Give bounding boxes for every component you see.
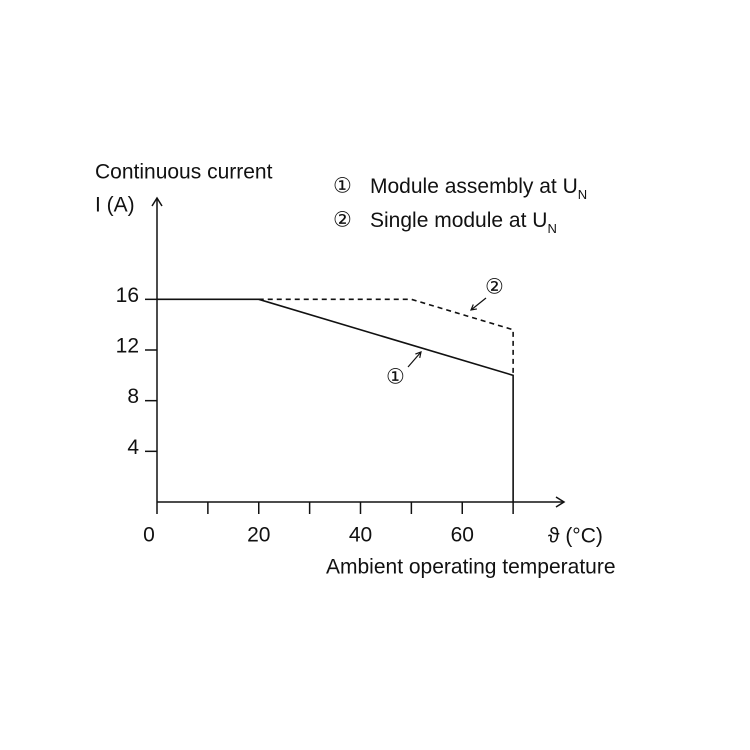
x-axis-label: Ambient operating temperature bbox=[326, 556, 616, 579]
legend-subscript: N bbox=[578, 187, 587, 202]
callout-arrowhead bbox=[470, 304, 478, 311]
x-axis-arrow bbox=[555, 496, 566, 508]
x-tick-label: 60 bbox=[451, 524, 474, 547]
x-tick-label: 20 bbox=[247, 524, 270, 547]
data-line bbox=[258, 298, 514, 376]
legend-label: Single module at UN bbox=[370, 209, 557, 237]
y-axis-label: I (A) bbox=[95, 194, 135, 217]
y-axis-label: Continuous current bbox=[95, 161, 273, 184]
legend-subscript: N bbox=[547, 221, 556, 236]
callout-arrow bbox=[407, 351, 422, 368]
legend-marker: ② bbox=[333, 209, 352, 232]
callout-arrow bbox=[470, 297, 487, 311]
y-tick-label: 4 bbox=[127, 436, 139, 459]
legend-text: Module assembly at U bbox=[370, 175, 578, 198]
x-tick-label: 0 bbox=[143, 524, 155, 547]
x-tick-label: 40 bbox=[349, 524, 372, 547]
legend-text: Single module at U bbox=[370, 209, 547, 232]
y-axis-arrow bbox=[151, 196, 163, 207]
y-tick-label: 16 bbox=[116, 284, 139, 307]
y-tick-label: 12 bbox=[116, 335, 139, 358]
x-axis-symbol: ϑ (°C) bbox=[548, 525, 603, 548]
legend-marker: ① bbox=[333, 175, 352, 198]
data-line bbox=[157, 298, 514, 502]
y-tick-label: 8 bbox=[127, 385, 139, 408]
callout-marker: ① bbox=[386, 366, 405, 389]
legend-label: Module assembly at UN bbox=[370, 175, 587, 203]
callout-arrowhead bbox=[415, 351, 422, 358]
callout-marker: ② bbox=[485, 276, 504, 299]
